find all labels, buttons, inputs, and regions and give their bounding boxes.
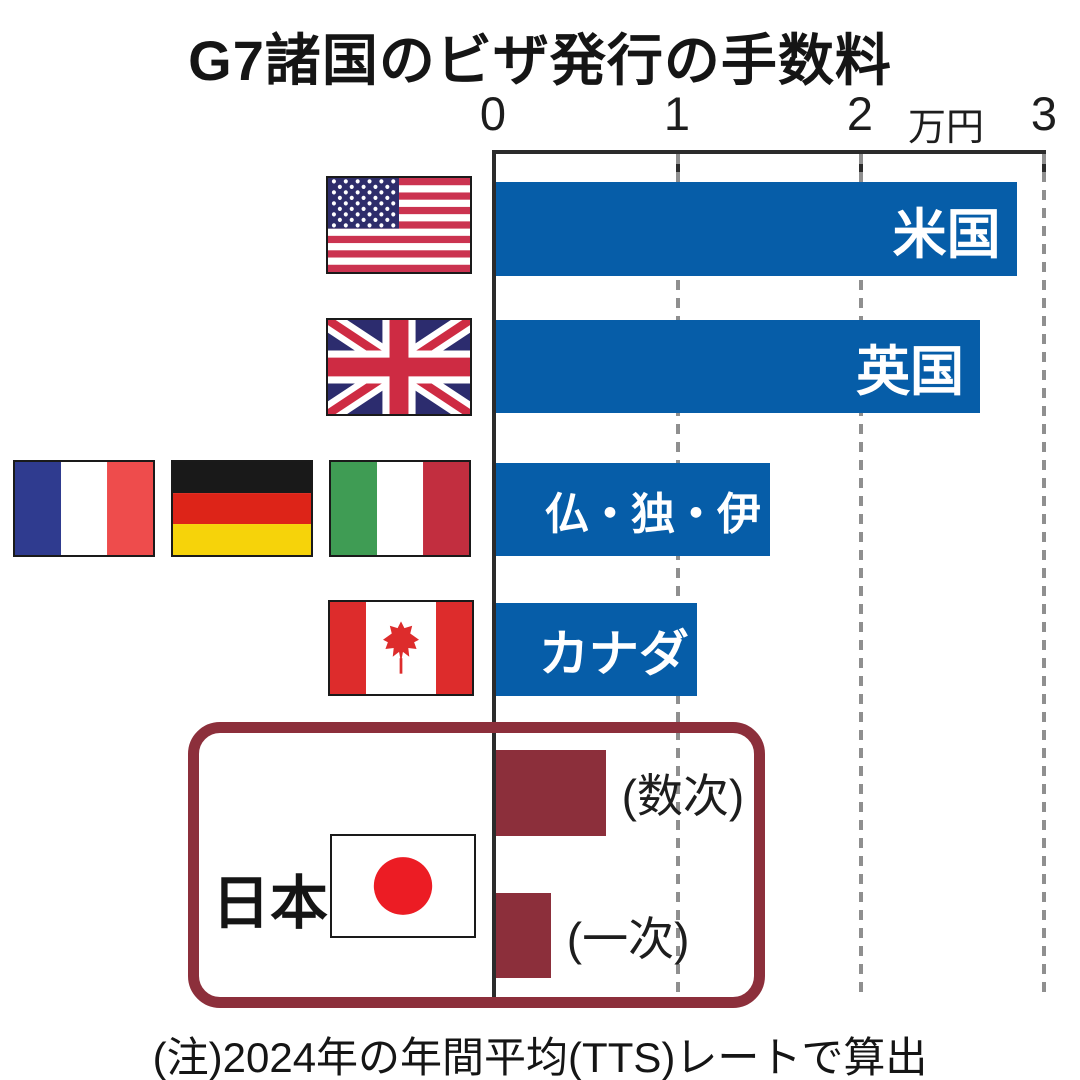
bar-label-fr-de-it: 仏・独・伊 <box>545 489 761 539</box>
bar-label-japan-multiple: (数次) <box>621 770 745 822</box>
bar-label-japan-single: (一次) <box>566 912 690 965</box>
bar-label-uk: 英国 <box>856 342 965 402</box>
usa-flag-icon <box>326 176 472 274</box>
italy-flag-icon <box>329 460 471 557</box>
bar-japan-multiple <box>496 750 606 836</box>
bar-uk: 英国 <box>496 320 981 413</box>
bar-row-japan-multiple: (数次) <box>496 750 1044 836</box>
japan-flag-icon <box>330 834 476 938</box>
bar-row-fr-de-it: 仏・独・伊 <box>496 463 1044 556</box>
bar-japan-single <box>496 893 551 978</box>
bar-row-canada: カナダ <box>496 603 1044 696</box>
japan-group-box <box>188 722 765 1008</box>
us-canton-stars <box>331 179 396 228</box>
germany-flag-icon <box>171 460 313 557</box>
axis-tick-label-3: 3 <box>1030 87 1058 140</box>
bar-fr-de-it: 仏・独・伊 <box>496 463 770 556</box>
japan-label: 日本 <box>212 871 329 936</box>
maple-leaf <box>383 621 419 674</box>
axis-tick-label-1: 1 <box>663 87 691 140</box>
gridline-1 <box>676 154 680 998</box>
gridline-2 <box>859 154 863 998</box>
france-flag-icon <box>13 460 155 557</box>
axis-tick-label-0: 0 <box>479 87 507 140</box>
axis-top-line <box>492 150 1046 154</box>
axis-unit-label: 万円 <box>907 107 985 149</box>
bar-row-uk: 英国 <box>496 320 1044 413</box>
uk-flag-icon <box>326 318 472 416</box>
axis-tick-label-2: 2 <box>846 87 874 140</box>
bar-label-canada: カナダ <box>538 625 689 682</box>
footer-note: (注)2024年の年間平均(TTS)レートで算出 <box>152 1034 928 1080</box>
chart-title: G7諸国のビザ発行の手数料 <box>188 29 892 92</box>
bar-canada: カナダ <box>496 603 697 696</box>
bar-row-usa: 米国 <box>496 182 1044 276</box>
gridline-3 <box>1042 154 1046 998</box>
bar-usa: 米国 <box>496 182 1017 276</box>
canada-flag-icon <box>328 600 474 696</box>
axis-baseline <box>492 150 496 998</box>
bar-row-japan-single: (一次) <box>496 893 1044 978</box>
bar-label-usa: 米国 <box>892 204 1001 265</box>
